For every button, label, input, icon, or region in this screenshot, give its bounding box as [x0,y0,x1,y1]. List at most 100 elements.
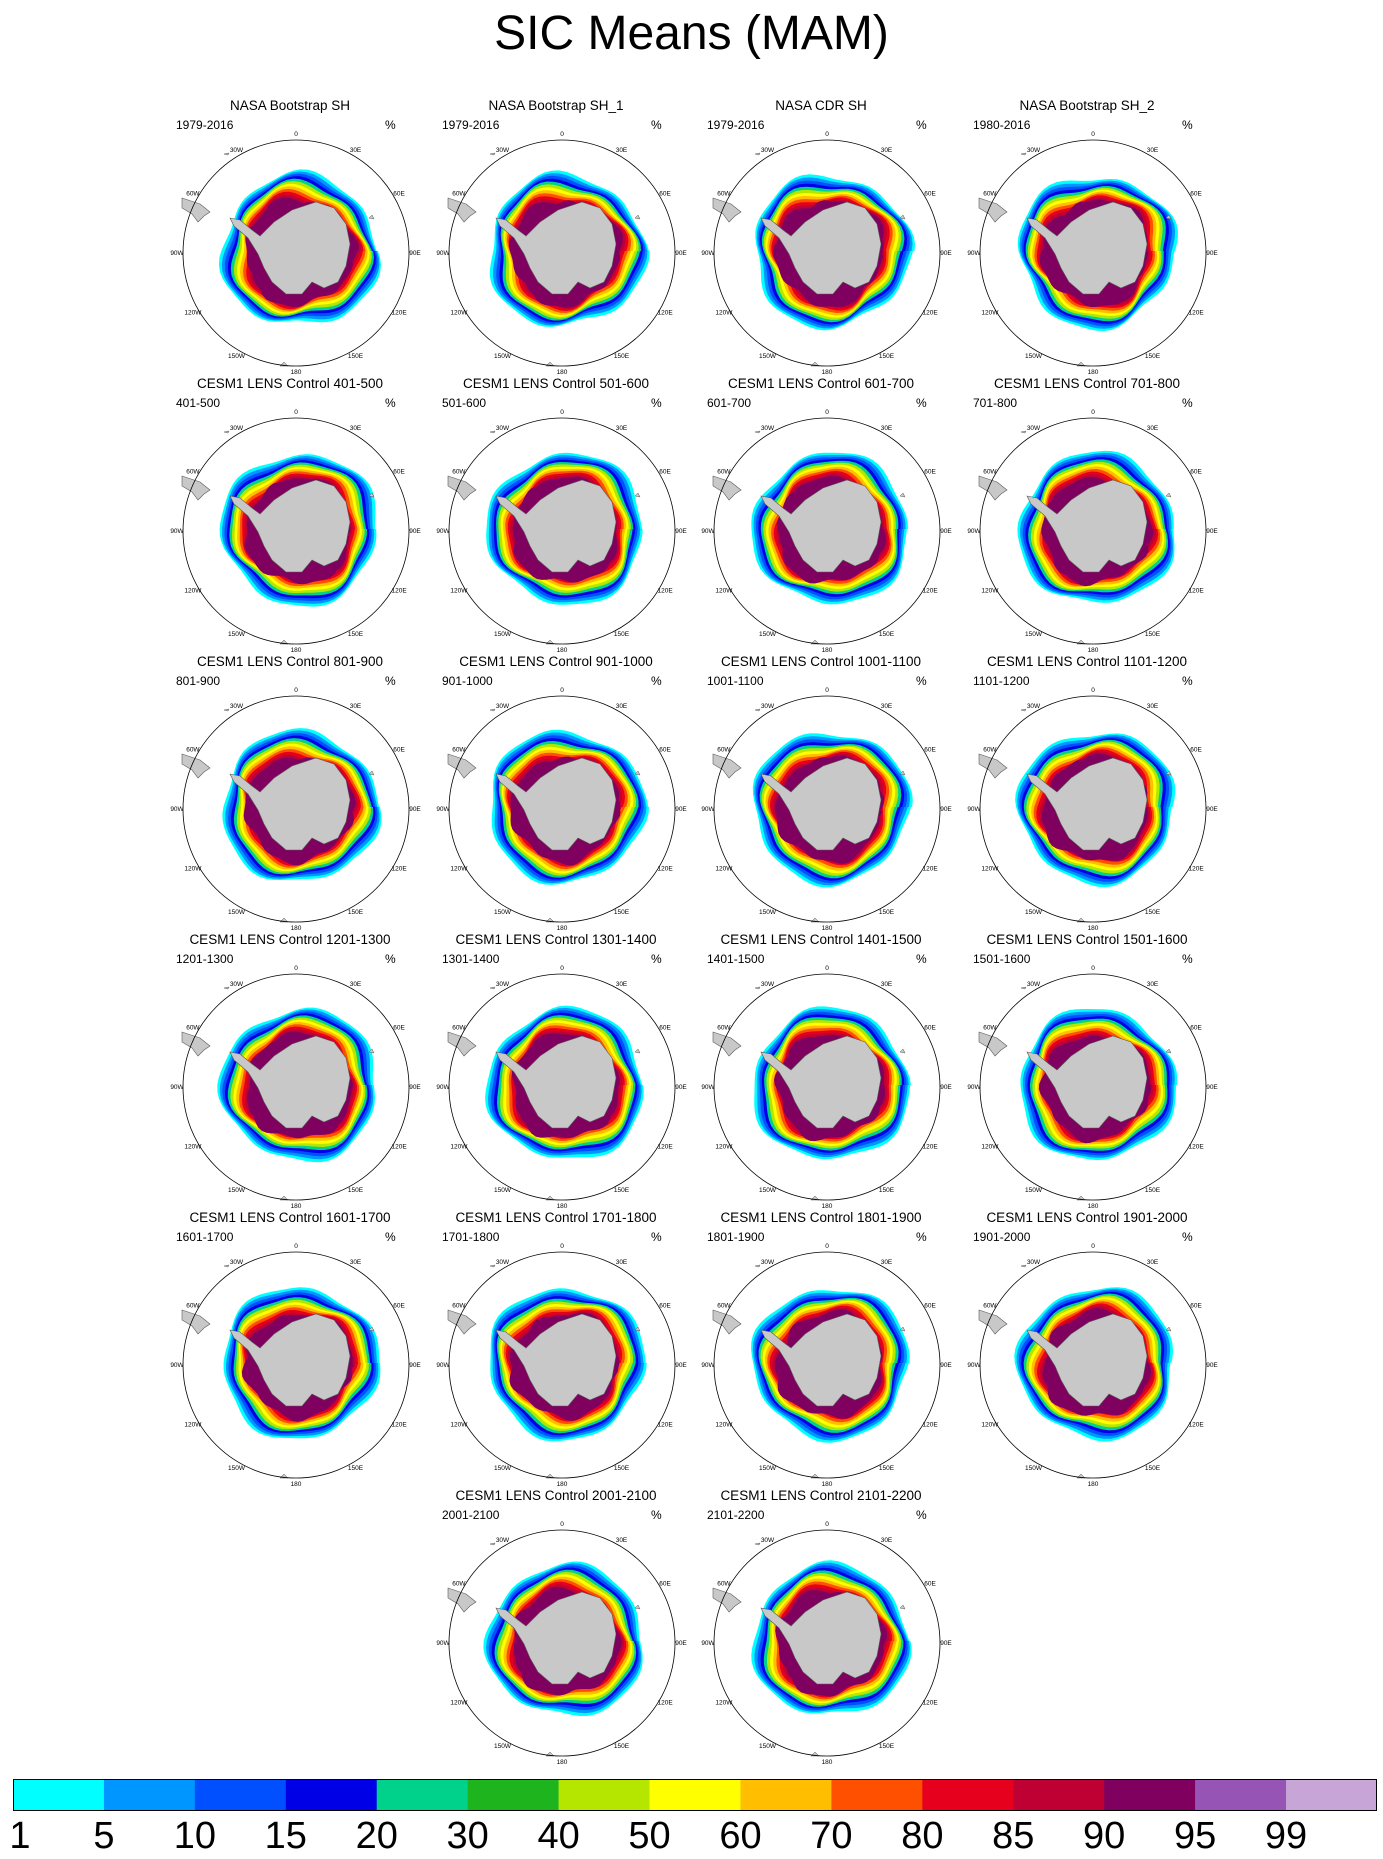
panel-period: 1001-1100 [707,674,764,688]
longitude-label: 60E [1190,191,1202,198]
antarctica-landmass [1026,757,1148,851]
antarctica-landmass [495,1313,617,1407]
colorbar-swatch [558,1779,650,1811]
colorbar-tick-label: 5 [93,1815,115,1857]
colorbar-tick-label: 60 [719,1815,762,1857]
longitude-label: 30W [230,147,244,154]
longitude-label: 30E [616,981,628,988]
longitude-label: 90E [1206,528,1218,535]
longitude-label: 30W [1027,147,1041,154]
longitude-label: 0 [1091,409,1095,416]
longitude-label: 90E [409,1362,421,1369]
longitude-label: 180 [822,369,833,376]
longitude-label: 90E [675,1084,687,1091]
longitude-label: 150W [759,1465,777,1472]
panel-period: 2101-2200 [707,1508,765,1522]
island [634,214,641,220]
longitude-label: 120W [450,588,468,595]
longitude-label: 180 [1088,369,1099,376]
map-boundary [713,417,941,645]
longitude-label: 150E [348,909,364,916]
polar-map: 0 30E 60E 90E 120E 150E 180 150W 120W 90W 60W 30W [436,1521,687,1766]
panel-title: CESM1 LENS Control 901-1000 [459,654,653,669]
longitude-label: 30E [350,1259,362,1266]
longitude-label: 0 [1091,131,1095,138]
longitude-label: 30E [350,147,362,154]
panel-period: 1201-1300 [176,952,234,966]
longitude-label: 30E [616,1259,628,1266]
longitude-label: 60E [393,469,405,476]
island [489,1542,496,1546]
longitude-label: 90W [436,1640,450,1647]
polar-map: 0 30E 60E 90E 120E 150E 180 150W 120W 90W 60W 30W [436,965,687,1210]
longitude-label: 120W [184,1144,202,1151]
longitude-label: 90W [967,1084,981,1091]
polar-map: 0 30E 60E 90E 120E 150E 180 150W 120W 90W 60W 30W [967,409,1218,654]
longitude-label: 150E [879,631,895,638]
longitude-label: 120E [392,310,408,317]
longitude-label: 90W [967,250,981,257]
longitude-label: 60E [924,1303,936,1310]
panel-units: % [916,1508,927,1522]
panel-period: 1701-1800 [442,1230,500,1244]
longitude-label: 60W [186,1303,200,1310]
island [1165,1326,1172,1332]
island [899,492,906,498]
longitude-label: 60W [452,1303,466,1310]
longitude-label: 120W [450,310,468,317]
longitude-label: 0 [560,687,564,694]
island [1165,492,1172,498]
longitude-label: 60W [983,1303,997,1310]
longitude-label: 150E [879,1465,895,1472]
colorbar-tick-label: 15 [264,1815,307,1857]
antarctica-landmass [229,479,351,573]
longitude-label: 30E [881,981,893,988]
colorbar-swatch [922,1779,1014,1811]
longitude-label: 90E [675,1640,687,1647]
island [223,430,230,434]
longitude-label: 120W [184,588,202,595]
panel-units: % [651,1230,662,1244]
longitude-label: 120W [981,1422,999,1429]
longitude-label: 30W [761,147,775,154]
colorbar-tick-label: 20 [355,1815,398,1857]
longitude-label: 30E [616,1537,628,1544]
panel-title: CESM1 LENS Control 1501-1600 [986,932,1188,947]
longitude-label: 60E [659,1303,671,1310]
longitude-label: 150E [1145,631,1161,638]
longitude-label: 60W [717,469,731,476]
south-america-landmass [447,475,477,501]
longitude-label: 0 [560,131,564,138]
longitude-label: 120E [923,310,939,317]
map-boundary [448,973,676,1201]
panel-title: NASA Bootstrap SH [229,98,351,113]
map-panel: 0 30E 60E 90E 120E 150E 180 150W 120W 90W 60W 30W CE… [967,932,1232,1210]
polar-map: 0 30E 60E 90E 120E 150E 180 150W 120W 90W 60W 30W [967,687,1218,932]
longitude-label: 120E [658,1144,674,1151]
longitude-label: 30W [761,1537,775,1544]
longitude-label: 120E [392,1422,408,1429]
map-boundary [979,417,1207,645]
colorbar-swatch [103,1779,196,1811]
antarctica-landmass [495,757,617,851]
longitude-label: 120W [450,866,468,873]
longitude-label: 0 [825,1243,829,1250]
colorbar [13,1779,1377,1811]
antarctica-landmass [760,1035,882,1129]
longitude-label: 60W [717,1025,731,1032]
map-panel: 0 30E 60E 90E 120E 150E 180 150W 120W 90W 60W 30W CE… [436,376,701,654]
antarctica-landmass [760,757,882,851]
island [754,152,761,156]
longitude-label: 90W [436,1362,450,1369]
longitude-label: 150E [614,1743,630,1750]
polar-map: 0 30E 60E 90E 120E 150E 180 150W 120W 90W 60W 30W [967,131,1218,376]
longitude-label: 60W [983,191,997,198]
south-america-landmass [712,1309,742,1335]
longitude-label: 30W [496,1259,510,1266]
longitude-label: 90W [170,806,184,813]
longitude-label: 150E [614,353,630,360]
south-america-landmass [978,475,1008,501]
island [223,986,230,990]
colorbar-tick-label: 85 [992,1815,1035,1857]
longitude-label: 0 [1091,965,1095,972]
